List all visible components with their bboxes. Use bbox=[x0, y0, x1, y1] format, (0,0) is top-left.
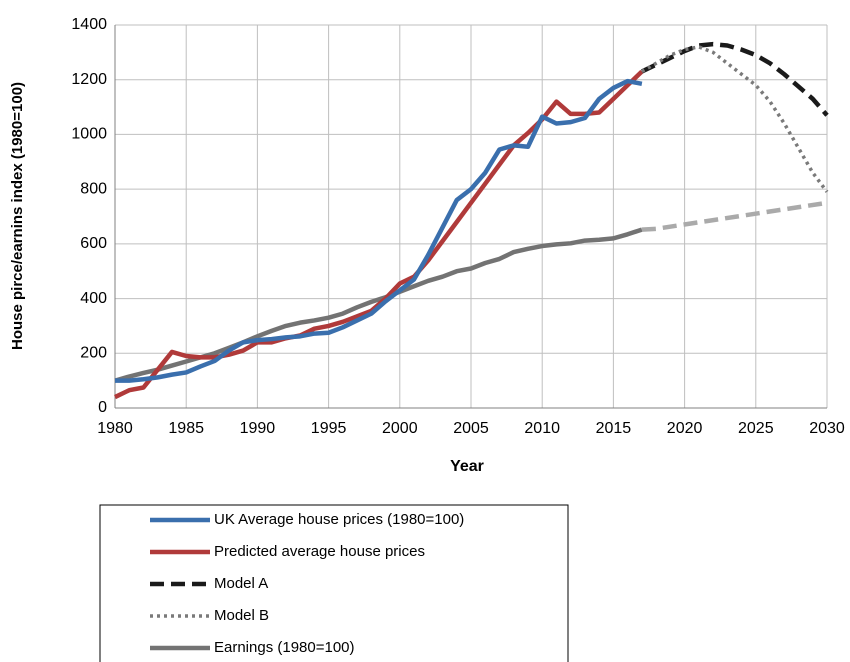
x-axis-label: Year bbox=[450, 458, 484, 475]
series-line bbox=[641, 200, 828, 232]
y-tick-label: 600 bbox=[80, 235, 107, 252]
series-line bbox=[641, 45, 829, 193]
y-tick-label: 1400 bbox=[71, 16, 107, 33]
series-line bbox=[114, 69, 644, 400]
y-tick-label: 800 bbox=[80, 180, 107, 197]
x-tick-label: 2025 bbox=[738, 420, 774, 437]
x-tick-label: 2005 bbox=[453, 420, 489, 437]
y-tick-label: 1000 bbox=[71, 126, 107, 143]
series-line bbox=[115, 78, 643, 383]
x-tick-label: 2000 bbox=[382, 420, 418, 437]
legend-label: Model A bbox=[214, 575, 268, 592]
legend-label: Predicted average house prices bbox=[214, 543, 425, 560]
legend-label: UK Average house prices (1980=100) bbox=[214, 511, 464, 528]
x-tick-label: 2010 bbox=[524, 420, 560, 437]
x-tick-label: 1980 bbox=[97, 420, 133, 437]
x-tick-label: 1995 bbox=[311, 420, 347, 437]
y-tick-label: 200 bbox=[80, 345, 107, 362]
x-tick-label: 1990 bbox=[240, 420, 276, 437]
legend-label: Earnings (1980=100) bbox=[214, 639, 355, 656]
y-tick-label: 0 bbox=[98, 399, 107, 416]
y-tick-label: 400 bbox=[80, 290, 107, 307]
legend-label: Model B bbox=[214, 607, 269, 624]
series-line bbox=[640, 41, 829, 117]
y-axis-label: House pirce/earnins index (1980=100) bbox=[9, 82, 26, 350]
x-tick-label: 2030 bbox=[809, 420, 845, 437]
x-tick-label: 2015 bbox=[596, 420, 632, 437]
y-tick-label: 1200 bbox=[71, 71, 107, 88]
x-tick-label: 2020 bbox=[667, 420, 703, 437]
x-tick-label: 1985 bbox=[168, 420, 204, 437]
